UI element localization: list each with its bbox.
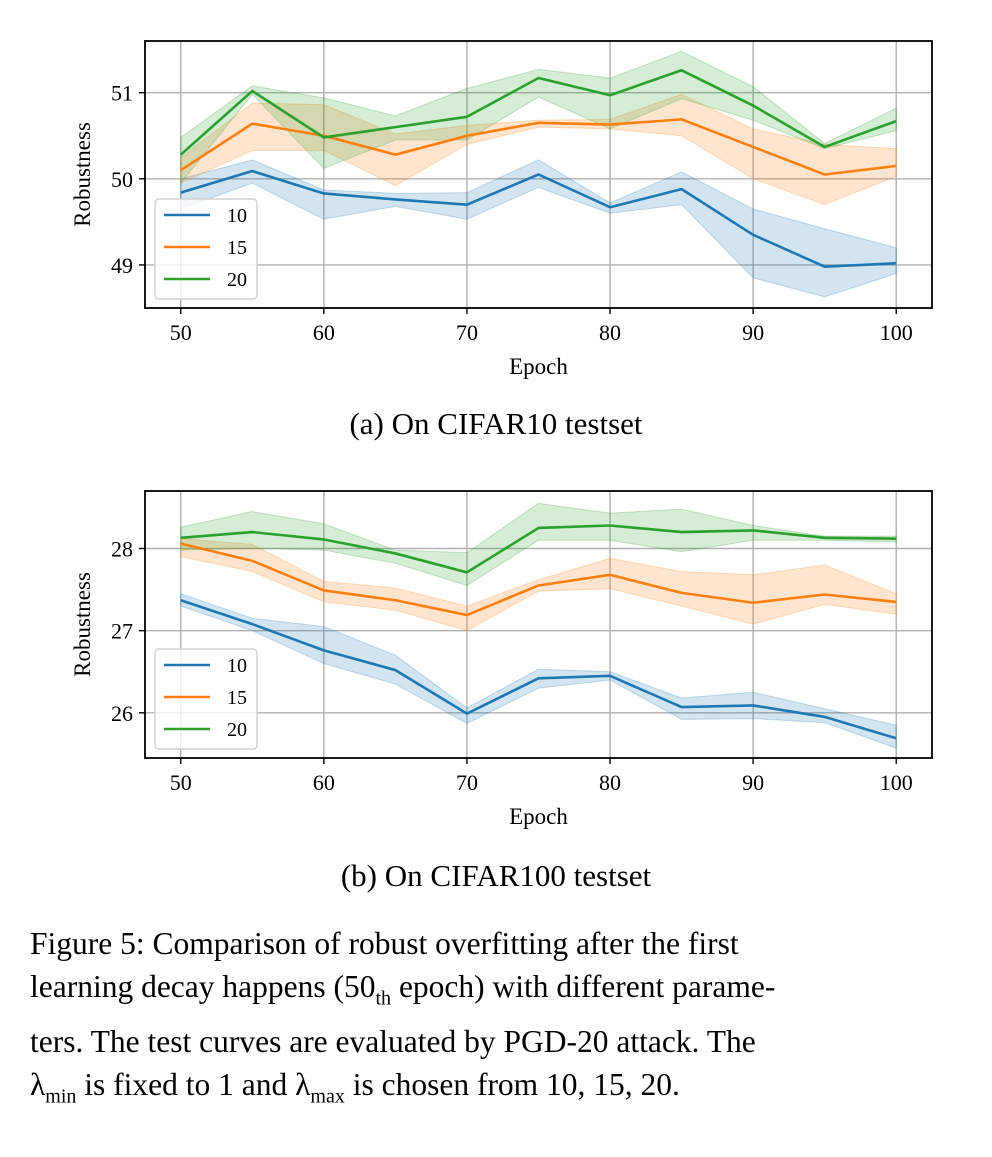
- x-tick-label: 80: [599, 320, 621, 345]
- legend-label-10: 10: [227, 205, 247, 227]
- caption-sub-th: th: [375, 987, 392, 1010]
- caption-line-3: ters. The test curves are evaluated by P…: [30, 1024, 756, 1060]
- plot-frame: [144, 490, 933, 759]
- x-axis-label: Epoch: [509, 804, 568, 829]
- y-axis-label: Robustness: [70, 122, 95, 227]
- caption-line-1: Figure 5: Comparison of robust overfitti…: [30, 926, 739, 961]
- legend-label-15: 15: [227, 687, 247, 709]
- caption-sub-min: min: [45, 1085, 77, 1108]
- plot-frame: [144, 40, 933, 309]
- lambda-min-symbol: λ: [30, 1067, 46, 1103]
- x-axis-label: Epoch: [509, 354, 568, 379]
- x-tick-label: 90: [742, 770, 764, 795]
- y-tick-label: 26: [111, 701, 133, 726]
- caption-line-2a: learning decay happens (50: [30, 969, 376, 1004]
- y-tick-label: 50: [111, 167, 133, 192]
- lambda-max-symbol: λ: [295, 1067, 311, 1103]
- y-tick-label: 27: [111, 619, 133, 644]
- legend-label-10: 10: [227, 655, 247, 677]
- confidence-band-10: [180, 159, 897, 298]
- y-tick-label: 49: [111, 253, 133, 278]
- confidence-band-10: [180, 592, 897, 749]
- subcaption-cifar10: (a) On CIFAR10 testset: [349, 406, 643, 441]
- legend-label-20: 20: [227, 269, 247, 291]
- legend: 10 15 20: [154, 648, 258, 750]
- caption-line-2b: epoch) with different parame-: [391, 969, 776, 1004]
- x-tick-label: 100: [880, 770, 913, 795]
- x-tick-label: 90: [742, 320, 764, 345]
- x-tick-label: 60: [313, 770, 335, 795]
- confidence-band-20: [180, 502, 897, 587]
- chart-cifar100: 50 60 70 80 90 100 26 27 28 Epoch Robustness 10 15 20: [70, 490, 933, 829]
- confidence-band-15: [180, 93, 897, 206]
- x-tick-label: 70: [456, 320, 478, 345]
- legend-label-15: 15: [227, 237, 247, 259]
- x-tick-label: 80: [599, 770, 621, 795]
- y-axis-label: Robustness: [70, 572, 95, 677]
- legend: 10 15 20: [154, 198, 258, 300]
- x-tick-label: 100: [880, 320, 913, 345]
- x-tick-label: 50: [170, 770, 192, 795]
- x-tick-label: 70: [456, 770, 478, 795]
- y-tick-label: 28: [111, 537, 133, 562]
- legend-box: [154, 648, 258, 750]
- x-tick-label: 50: [170, 320, 192, 345]
- x-tick-label: 60: [313, 320, 335, 345]
- caption-line-4b: is chosen from 10, 15, 20.: [344, 1067, 680, 1103]
- y-tick-label: 51: [111, 81, 133, 106]
- figure-caption: Figure 5: Comparison of robust overfitti…: [30, 922, 975, 1119]
- legend-box: [154, 198, 258, 300]
- caption-sub-max: max: [310, 1085, 345, 1108]
- caption-line-4a: is fixed to 1 and: [76, 1067, 296, 1103]
- chart-cifar10: 50 60 70 80 90 100 49 50 51 Epoch Robustness 10 15 20: [70, 40, 933, 379]
- subcaption-cifar100: (b) On CIFAR100 testset: [340, 858, 652, 893]
- legend-label-20: 20: [227, 719, 247, 741]
